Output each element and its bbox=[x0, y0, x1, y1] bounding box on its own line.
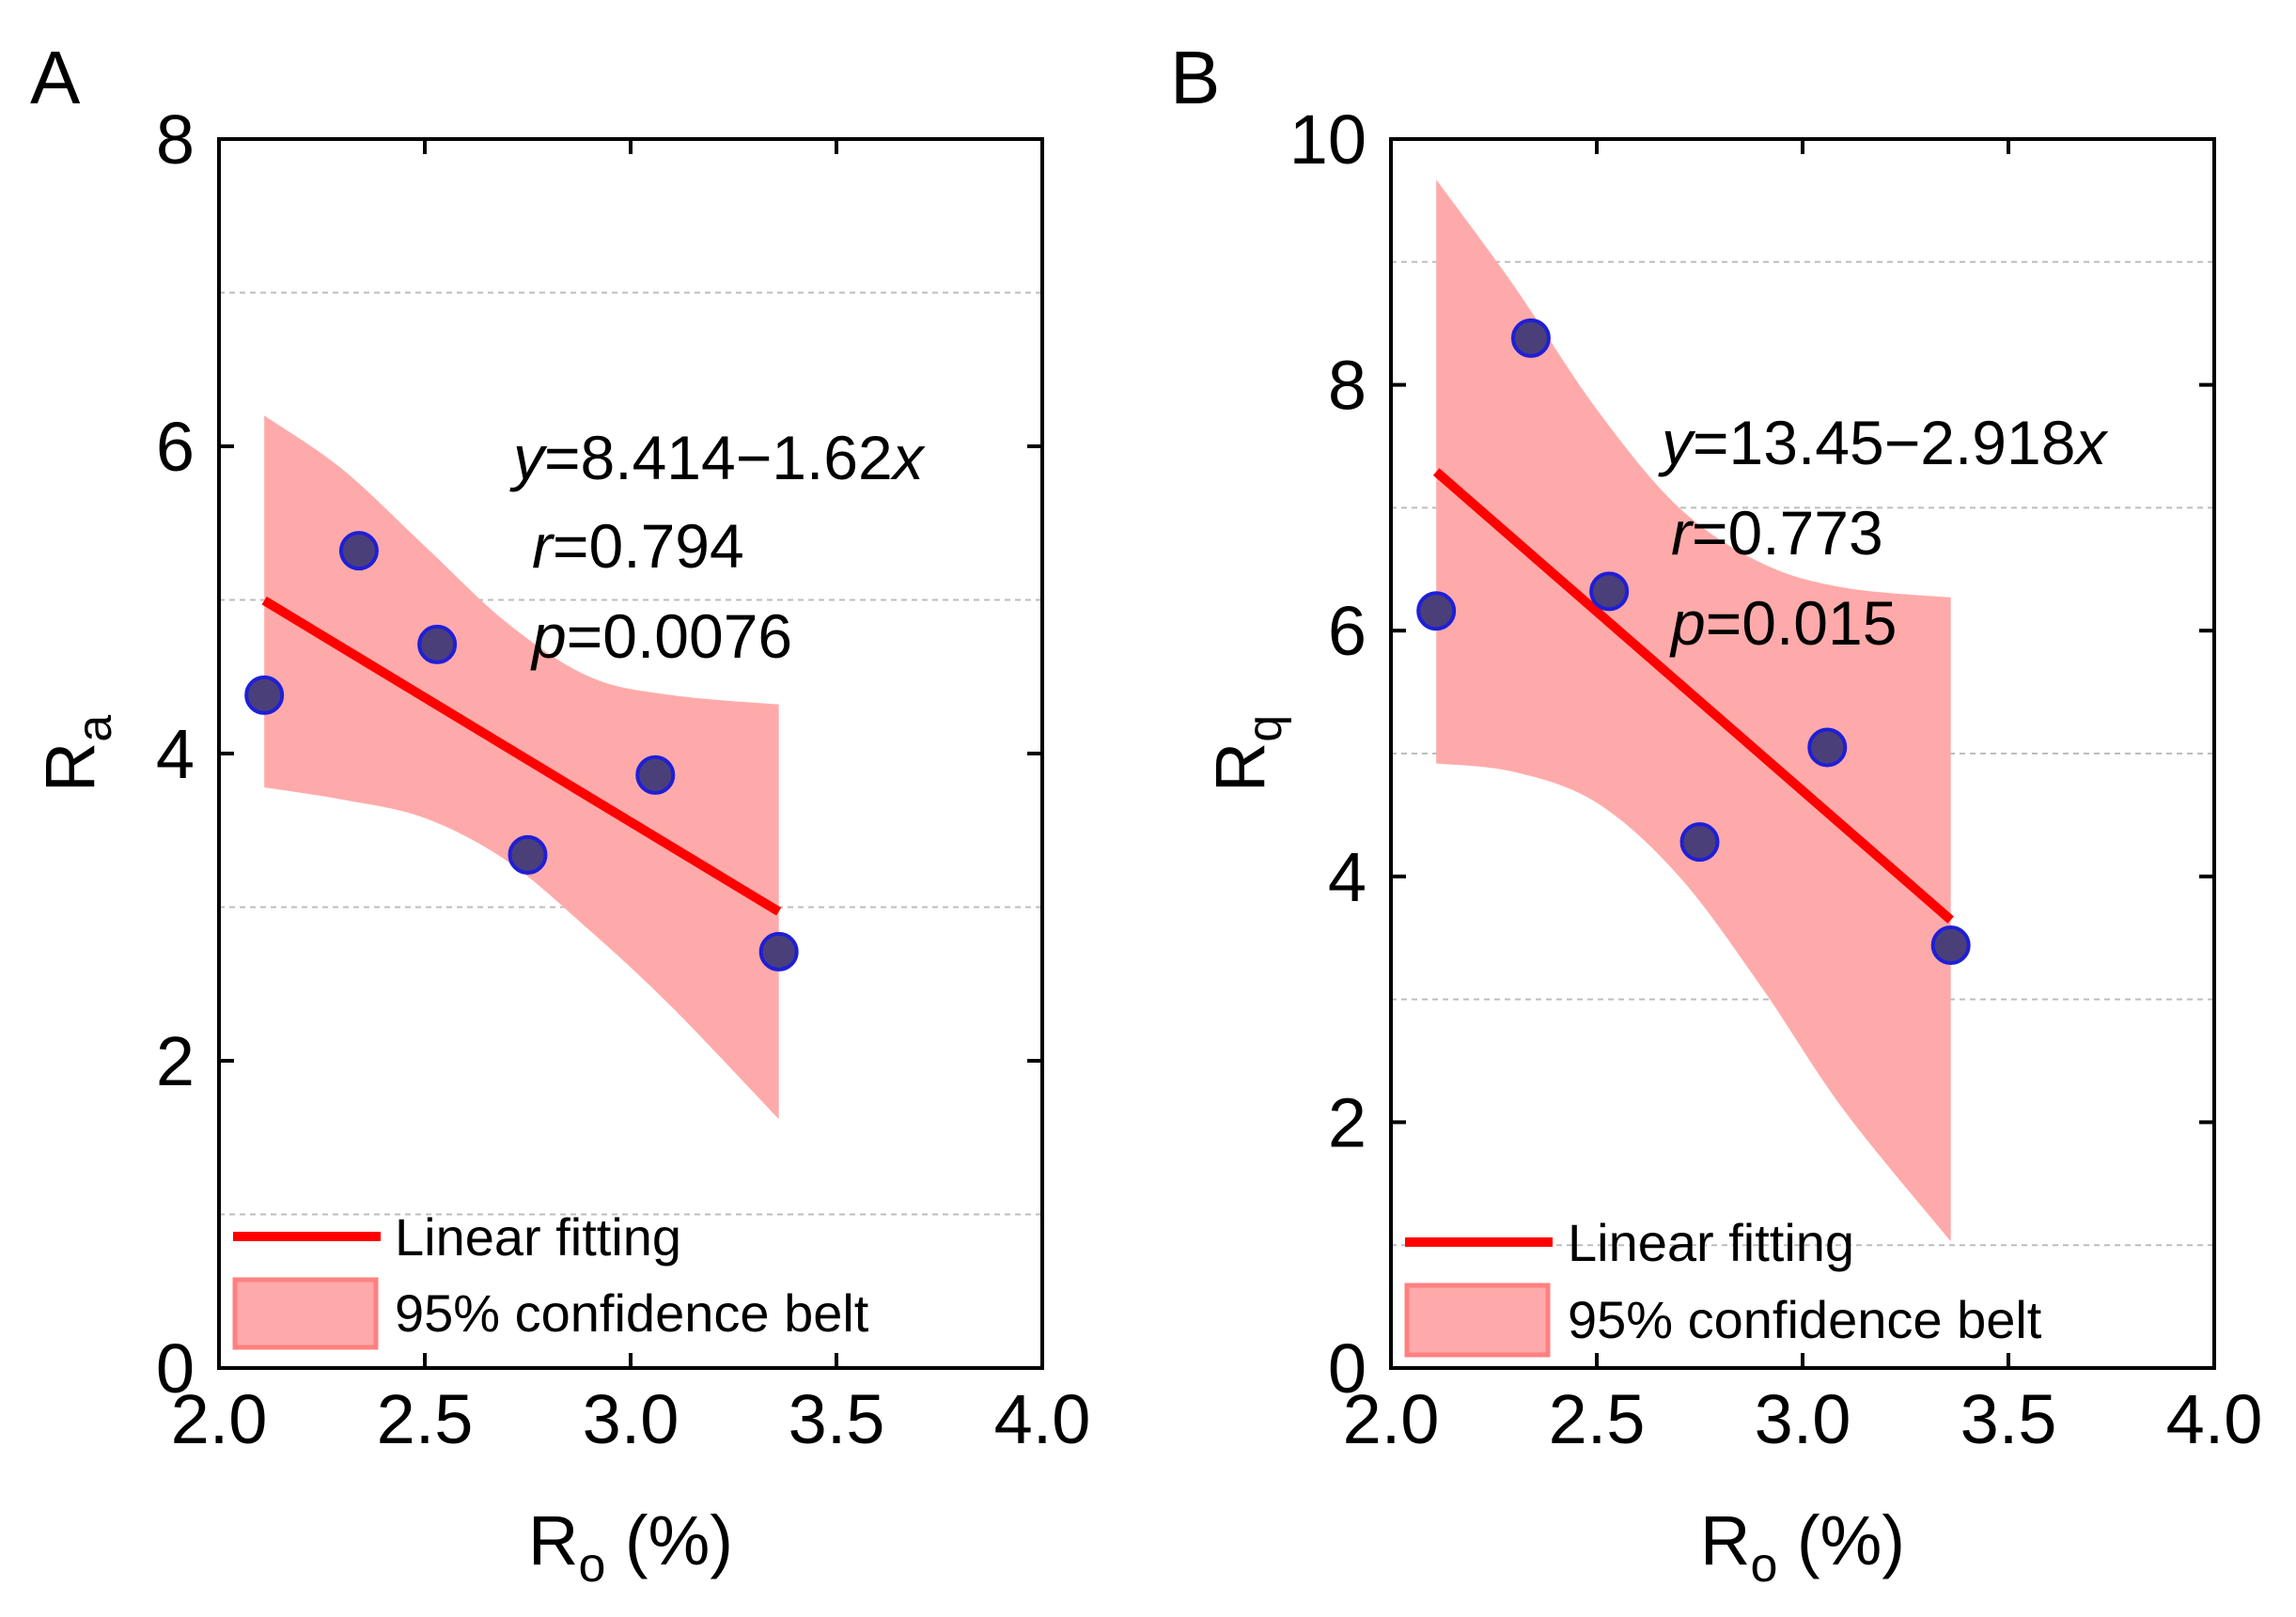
y-tick-label: 2 bbox=[156, 1022, 195, 1100]
panel-b-annotation: y=13.45−2.918x r=0.773 p=0.015 bbox=[1658, 408, 2108, 658]
panel-a-legend: Linear fitting 95% confidence belt bbox=[232, 1207, 869, 1350]
y-tick-label: 8 bbox=[156, 101, 195, 179]
panel-b-r-stat: r=0.773 bbox=[1671, 498, 1883, 568]
panel-a-p-stat: p=0.0076 bbox=[530, 601, 792, 671]
y-tick-label: 6 bbox=[156, 408, 195, 486]
y-tick-label: 10 bbox=[1289, 101, 1367, 179]
x-tick-label: 2.0 bbox=[1343, 1380, 1440, 1458]
x-tick-label: 3.0 bbox=[583, 1380, 679, 1458]
panel-b-points bbox=[1416, 318, 1971, 966]
panel-b-y-tick-labels: 0 2 4 6 8 10 bbox=[1289, 101, 1367, 1407]
x-tick-label: 3.0 bbox=[1755, 1380, 1851, 1458]
data-point bbox=[1589, 571, 1630, 612]
panel-a-legend-fit-label: Linear fitting bbox=[395, 1207, 681, 1267]
panel-a-x-tick-labels: 2.0 2.5 3.0 3.5 4.0 bbox=[171, 1380, 1091, 1458]
data-point bbox=[417, 624, 458, 664]
x-tick-label: 2.0 bbox=[171, 1380, 268, 1458]
panel-a-ticks bbox=[217, 137, 1044, 1370]
panel-b-equation: y=13.45−2.918x bbox=[1658, 408, 2108, 477]
x-tick-label: 4.0 bbox=[2166, 1380, 2263, 1458]
data-point bbox=[338, 531, 379, 571]
panel-a-legend-band-label: 95% confidence belt bbox=[395, 1283, 869, 1343]
data-point bbox=[508, 834, 548, 875]
panel-a-confidence-band bbox=[264, 415, 779, 1120]
data-point bbox=[1679, 822, 1720, 863]
x-tick-label: 3.5 bbox=[1960, 1380, 2057, 1458]
data-point bbox=[1807, 727, 1848, 768]
panel-b-legend: Linear fitting 95% confidence belt bbox=[1404, 1213, 2042, 1358]
panel-b-letter: B bbox=[1170, 36, 1220, 119]
panel-b-confidence-band bbox=[1436, 179, 1951, 1242]
panel-a-points bbox=[244, 531, 799, 972]
panel-a-fit-line bbox=[261, 596, 782, 916]
panel-a-y-tick-labels: 0 2 4 6 8 bbox=[156, 101, 195, 1407]
data-point bbox=[635, 754, 676, 795]
y-tick-label: 0 bbox=[1328, 1329, 1367, 1407]
panel-b-x-axis-title: Ro (%) bbox=[1700, 1501, 1905, 1593]
x-tick-label: 4.0 bbox=[994, 1380, 1091, 1458]
data-point bbox=[1930, 925, 1971, 966]
y-tick-label: 0 bbox=[156, 1329, 195, 1407]
panel-a-equation: y=8.414−1.62x bbox=[509, 423, 926, 492]
panel-a-r-stat: r=0.794 bbox=[532, 511, 744, 581]
data-point bbox=[1416, 591, 1457, 631]
y-tick-label: 4 bbox=[156, 715, 195, 793]
x-tick-label: 2.5 bbox=[1549, 1380, 1646, 1458]
data-point bbox=[758, 931, 799, 972]
panel-b-legend-band-label: 95% confidence belt bbox=[1568, 1290, 2042, 1349]
panel-b: B 2.0 2.5 3.0 3.5 4.0 0 2 4 6 8 10 Ro (%) Rq y=13… bbox=[1170, 36, 2262, 1593]
panel-b-y-axis-title: Rq bbox=[1201, 715, 1292, 792]
data-point bbox=[1510, 318, 1551, 358]
panel-b-ticks bbox=[1389, 137, 2216, 1370]
panel-a-x-axis-title: Ro (%) bbox=[528, 1501, 733, 1593]
panel-b-p-stat: p=0.015 bbox=[1669, 588, 1897, 658]
panel-a-legend-band-swatch bbox=[232, 1277, 379, 1350]
x-tick-label: 3.5 bbox=[789, 1380, 885, 1458]
y-tick-label: 8 bbox=[1328, 347, 1367, 425]
data-point bbox=[244, 675, 285, 715]
panel-b-fit-line bbox=[1432, 468, 1954, 924]
panel-b-legend-band-swatch bbox=[1404, 1283, 1551, 1358]
x-tick-label: 2.5 bbox=[377, 1380, 474, 1458]
panel-a-annotation: y=8.414−1.62x r=0.794 p=0.0076 bbox=[509, 423, 926, 671]
y-tick-label: 6 bbox=[1328, 592, 1367, 670]
panel-b-x-tick-labels: 2.0 2.5 3.0 3.5 4.0 bbox=[1343, 1380, 2263, 1458]
panel-b-legend-fit-label: Linear fitting bbox=[1568, 1213, 1854, 1272]
panel-a-y-axis-title: Ra bbox=[31, 715, 122, 792]
panel-a-letter: A bbox=[30, 36, 81, 119]
y-tick-label: 2 bbox=[1328, 1083, 1367, 1161]
y-tick-label: 4 bbox=[1328, 838, 1367, 916]
panel-a: A 2.0 2.5 3.0 3.5 4.0 0 2 4 6 8 Ro (%) Ra y=8.41… bbox=[30, 36, 1090, 1593]
